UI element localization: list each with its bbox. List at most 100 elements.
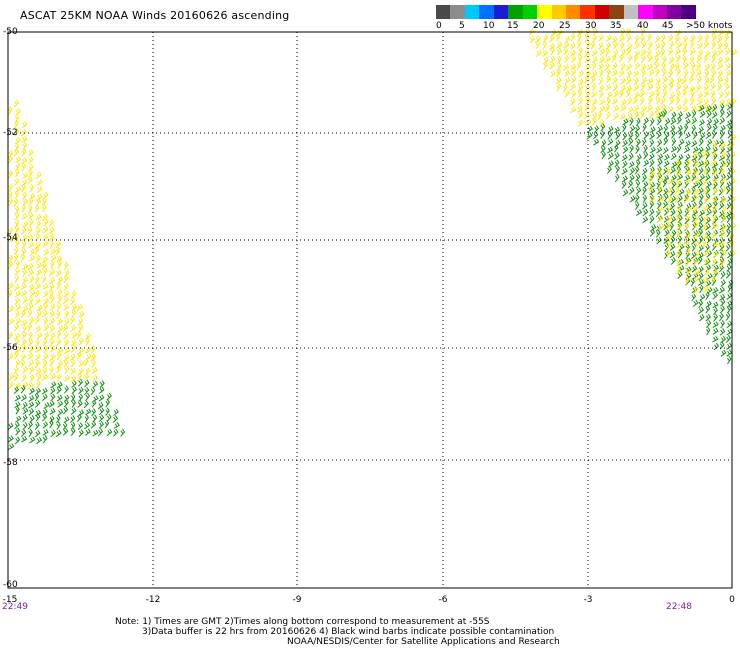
wind-barb [628,174,635,182]
colorbar-swatch [537,5,552,19]
wind-barb [660,48,666,57]
wind-barb [702,84,709,92]
wind-barb [78,360,85,367]
wind-barb [35,289,41,298]
wind-barb [725,62,731,71]
wind-barb [20,283,27,291]
wind-barb [8,106,13,115]
wind-barb [29,275,35,284]
wind-barb [35,214,42,221]
wind-barb [21,136,28,144]
wind-barb [591,82,597,92]
wind-barb [8,305,15,313]
wind-barb [682,35,689,43]
wind-barb [8,170,14,179]
wind-barb [42,435,48,444]
wind-barb [698,187,704,195]
wind-barb [29,436,36,444]
wind-barb [683,223,690,231]
wind-barb [622,160,628,169]
wind-barb [76,351,82,360]
wind-barb [76,413,82,422]
wind-barb [678,130,683,139]
wind-barb [598,76,604,85]
wind-barb [703,214,709,223]
wind-barb [643,117,649,125]
wind-barb [683,160,690,169]
wind-barb [35,254,41,263]
wind-barb [712,124,718,132]
wind-barb [727,279,734,288]
wind-barb [634,41,640,50]
wind-barb [599,105,606,113]
wind-barb [633,104,640,113]
wind-barb [21,331,27,340]
wind-barb [29,415,35,423]
wind-barb [22,414,28,422]
wind-barb [676,116,682,125]
wind-barb [636,153,642,162]
wind-barb [662,89,668,98]
wind-barb [49,408,56,415]
wind-barb [14,274,20,283]
wind-barb [41,274,47,284]
wind-barb [34,359,40,368]
wind-barb [35,387,42,395]
wind-barb [608,160,614,168]
wind-barb [27,212,34,220]
wind-barb [43,345,48,354]
x-label-9: -9 [292,595,302,605]
wind-barb [669,243,676,251]
wind-barb [646,48,652,57]
wind-barb [21,162,27,172]
wind-barb [20,157,28,165]
wind-barb [597,111,603,120]
wind-barb [601,150,606,160]
wind-barb [590,104,597,113]
wind-barb [55,338,62,347]
wind-barb [719,167,725,177]
wind-barb [649,126,656,133]
wind-barb [605,111,611,120]
wind-barb [49,277,56,285]
wind-barb [91,408,97,417]
wind-barb [14,137,21,145]
wind-barb [535,40,541,49]
wind-barb [20,309,26,319]
wind-barb [49,232,55,241]
wind-barb [41,204,47,213]
wind-barb [99,407,105,416]
wind-barb [724,76,729,85]
wind-barb [674,62,680,71]
wind-barb [564,89,571,98]
wind-barb [620,77,626,85]
wind-barb [665,249,671,258]
wind-barb [84,422,90,430]
wind-barb [724,33,730,43]
wind-barb [711,222,718,230]
wind-barb [13,323,20,332]
wind-barb [727,283,733,293]
wind-barb [693,231,699,240]
wind-barb [621,180,627,189]
wind-barb [601,139,607,148]
wind-barb [606,68,611,77]
wind-barb [726,328,733,336]
wind-barb [649,200,655,209]
wind-barb [14,190,20,199]
wind-barb [20,429,27,438]
wind-barb [21,435,28,443]
wind-barb [104,419,110,429]
wind-barb [42,290,49,298]
wind-barb [629,117,634,126]
wind-barb [20,184,27,193]
wind-barb [34,246,40,255]
wind-barb [662,167,669,175]
wind-barb [42,233,49,241]
wind-barb [571,68,577,77]
wind-barb [671,111,677,120]
wind-barb [611,54,617,63]
wind-barb [706,326,711,336]
wind-barb [667,47,674,56]
wind-barb [22,401,28,410]
